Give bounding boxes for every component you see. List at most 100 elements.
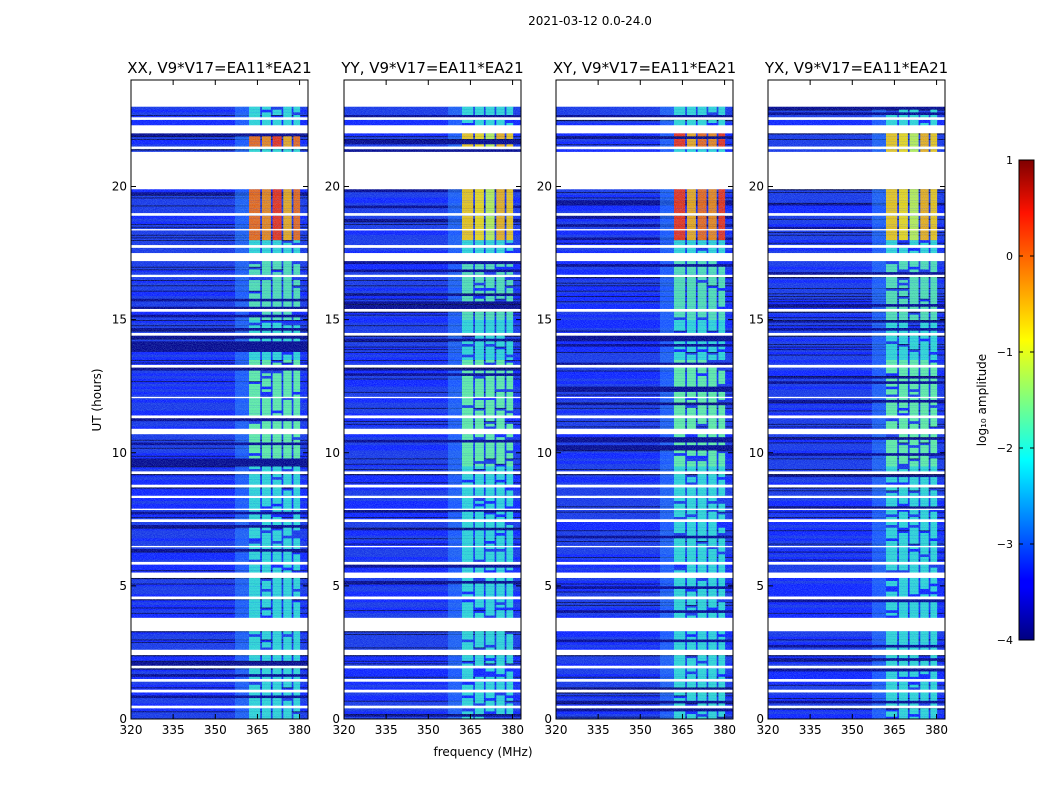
gap-strip xyxy=(556,428,733,435)
gap-strip xyxy=(556,146,733,148)
x-tick-label: 350 xyxy=(629,723,652,737)
gap-strip xyxy=(768,679,945,681)
gap-strip xyxy=(344,275,521,278)
y-tick-label: 5 xyxy=(544,579,552,593)
gap-strip xyxy=(768,519,945,522)
x-tick-label: 350 xyxy=(841,723,864,737)
x-tick-label: 350 xyxy=(417,723,440,737)
gap-strip xyxy=(344,519,521,522)
gap-strip xyxy=(556,705,733,708)
x-tick-label: 365 xyxy=(246,723,269,737)
y-tick-label: 0 xyxy=(544,712,552,726)
gap-strip xyxy=(768,146,945,148)
gap-strip xyxy=(768,617,945,632)
y-tick-label: 15 xyxy=(537,313,552,327)
gap-strip xyxy=(556,332,733,336)
gap-strip xyxy=(131,80,308,107)
gap-strip xyxy=(556,545,733,548)
gap-strip xyxy=(131,519,308,522)
gap-strip xyxy=(344,649,521,656)
gap-strip xyxy=(556,125,733,134)
gap-strip xyxy=(556,484,733,488)
gap-strip xyxy=(768,561,945,565)
gap-strip xyxy=(556,572,733,578)
gap-strip xyxy=(131,665,308,668)
gap-strip xyxy=(768,151,945,190)
x-tick-label: 320 xyxy=(545,723,568,737)
gap-strip xyxy=(131,561,308,565)
gap-strip xyxy=(556,253,733,262)
gap-strip xyxy=(131,213,308,215)
colorbar-label: log₁₀ amplitude xyxy=(975,354,989,446)
y-tick-label: 10 xyxy=(325,446,340,460)
colorbar-tick-label: −1 xyxy=(997,346,1013,359)
panel-title: YX, V9*V17=EA11*EA21 xyxy=(764,59,948,77)
gap-strip xyxy=(768,125,945,134)
panel-frame xyxy=(130,79,309,720)
gap-strip xyxy=(556,229,733,231)
gap-strip xyxy=(768,117,945,119)
colorbar-tick-label: 0 xyxy=(1006,250,1013,263)
y-tick-label: 0 xyxy=(119,712,127,726)
gap-strip xyxy=(344,689,521,693)
gap-strip xyxy=(768,332,945,336)
panel-frame xyxy=(343,79,522,720)
x-tick-label: 335 xyxy=(375,723,398,737)
gap-strip xyxy=(556,508,733,510)
gap-strip xyxy=(344,617,521,632)
gap-strip xyxy=(344,508,521,510)
figure-suptitle: 2021-03-12 0.0-24.0 xyxy=(528,14,652,28)
gap-strip xyxy=(131,229,308,231)
x-tick-label: 320 xyxy=(120,723,143,737)
gap-strip xyxy=(768,229,945,231)
gap-strip xyxy=(131,415,308,419)
x-tick-label: 365 xyxy=(459,723,482,737)
y-tick-label: 20 xyxy=(325,180,340,194)
gap-strip xyxy=(344,80,521,107)
gap-strip xyxy=(556,415,733,419)
gap-strip xyxy=(344,596,521,600)
gap-strip xyxy=(131,151,308,190)
gap-strip xyxy=(768,545,945,548)
gap-strip xyxy=(556,689,733,693)
gap-strip xyxy=(556,308,733,312)
x-axis-label: frequency (MHz) xyxy=(433,745,532,759)
x-tick-label: 335 xyxy=(587,723,610,737)
gap-strip xyxy=(131,117,308,119)
gap-strip xyxy=(344,561,521,565)
panel-frame xyxy=(555,79,734,720)
gap-strip xyxy=(131,125,308,134)
x-tick-label: 365 xyxy=(671,723,694,737)
gap-strip xyxy=(344,545,521,548)
gap-strip xyxy=(556,471,733,475)
gap-strip xyxy=(344,364,521,368)
gap-strip xyxy=(556,213,733,215)
y-tick-label: 0 xyxy=(756,712,764,726)
gap-strip xyxy=(344,253,521,262)
gap-strip xyxy=(131,689,308,693)
gap-strip xyxy=(131,596,308,600)
gap-strip xyxy=(344,471,521,475)
gap-strip xyxy=(768,428,945,435)
gap-strip xyxy=(768,484,945,488)
y-tick-label: 15 xyxy=(325,313,340,327)
gap-strip xyxy=(556,561,733,565)
gap-strip xyxy=(131,484,308,488)
gap-strip xyxy=(556,275,733,278)
x-tick-label: 335 xyxy=(799,723,822,737)
gap-strip xyxy=(131,679,308,681)
gap-strip xyxy=(768,496,945,499)
y-tick-label: 20 xyxy=(537,180,552,194)
gap-strip xyxy=(768,275,945,278)
gap-strip xyxy=(768,508,945,510)
gap-strip xyxy=(344,332,521,336)
gap-strip xyxy=(131,308,308,312)
x-tick-label: 350 xyxy=(204,723,227,737)
y-tick-label: 5 xyxy=(332,579,340,593)
gap-strip xyxy=(344,151,521,190)
gap-strip xyxy=(768,705,945,708)
gap-strip xyxy=(768,471,945,475)
